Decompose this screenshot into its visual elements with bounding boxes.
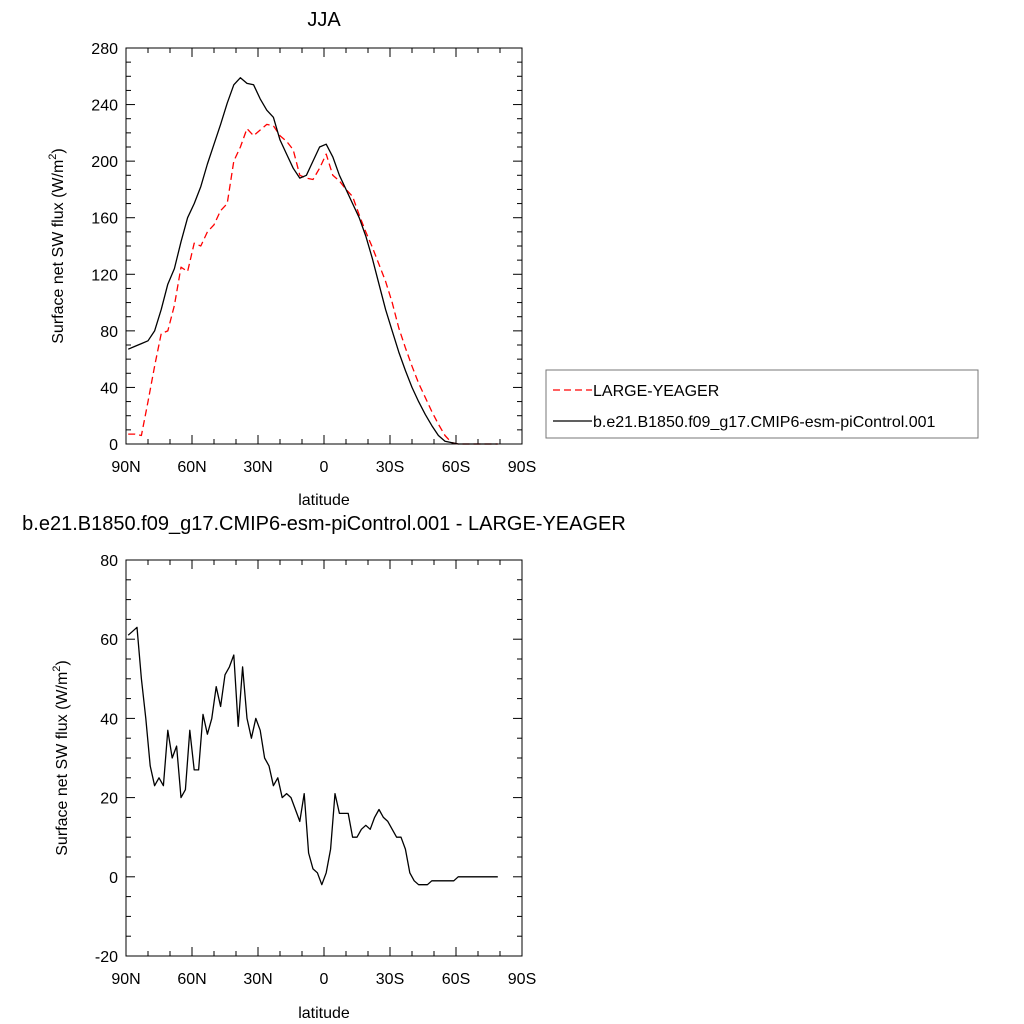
top-x-ticks: 90N 60N 30N 0 30S 60S 90S: [111, 48, 536, 476]
bottom-y-axis-label-sup: 2: [51, 666, 63, 672]
bottom-x-axis-label: latitude: [298, 1005, 350, 1022]
legend-box: [545, 369, 979, 439]
top-chart-title: JJA: [307, 9, 341, 31]
top-y-tick-label: 160: [91, 211, 118, 228]
top-x-tick-label: 30N: [243, 459, 272, 476]
bottom-y-tick-label: -20: [95, 949, 118, 966]
top-y-tick-label: 40: [100, 380, 118, 397]
top-y-tick-label: 80: [100, 324, 118, 341]
bottom-y-tick-label: 20: [100, 791, 118, 808]
bottom-x-ticks: 90N 60N 30N 0 30S 60S 90S: [111, 560, 536, 988]
bottom-series-line-0: [127, 626, 498, 886]
bottom-x-tick-label: 90N: [111, 971, 140, 988]
top-y-tick-label: 280: [91, 41, 118, 58]
bottom-x-tick-label: 30N: [243, 971, 272, 988]
bottom-x-tick-label: 90S: [508, 971, 536, 988]
bottom-x-tick-label: 30S: [376, 971, 404, 988]
top-y-tick-label: 240: [91, 98, 118, 115]
top-x-tick-label: 60S: [442, 459, 470, 476]
bottom-plot-frame: [125, 559, 523, 957]
top-series-line-1: [127, 77, 498, 445]
bottom-chart-title: b.e21.B1850.f09_g17.CMIP6-esm-piControl.…: [22, 513, 626, 535]
top-x-tick-label: 0: [320, 459, 329, 476]
bottom-y-tick-label: 40: [100, 711, 118, 728]
bottom-y-axis-label-end: ): [54, 660, 71, 665]
bottom-y-tick-label: 0: [109, 870, 118, 887]
legend-label-cmip6: b.e21.B1850.f09_g17.CMIP6-esm-piControl.…: [593, 414, 936, 431]
top-x-axis-label: latitude: [298, 492, 350, 509]
top-x-tick-label: 90N: [111, 459, 140, 476]
bottom-y-ticks: -20 0 20 40 60 80: [95, 553, 522, 966]
top-y-tick-label: 120: [91, 267, 118, 284]
bottom-series: [127, 626, 498, 886]
top-y-tick-label: 0: [109, 437, 118, 454]
bottom-x-tick-label: 60S: [442, 971, 470, 988]
bottom-y-tick-label: 60: [100, 632, 118, 649]
top-panel: JJA 0 40 80 120 160 200 240 280 90N 60N 30N 0 30S 60…: [47, 9, 536, 509]
top-y-tick-label: 200: [91, 154, 118, 171]
top-x-tick-label: 60N: [177, 459, 206, 476]
bottom-x-tick-label: 0: [320, 971, 329, 988]
top-series: [127, 77, 498, 445]
top-x-tick-label: 30S: [376, 459, 404, 476]
top-y-axis-label-main: Surface net SW flux (W/m: [50, 160, 67, 344]
top-y-axis-label-sup: 2: [47, 154, 59, 160]
top-series-line-0: [128, 123, 498, 445]
bottom-y-axis-label: Surface net SW flux (W/m2): [51, 660, 71, 856]
bottom-y-axis-label-main: Surface net SW flux (W/m: [54, 672, 71, 856]
bottom-panel: b.e21.B1850.f09_g17.CMIP6-esm-piControl.…: [22, 513, 626, 1022]
bottom-y-tick-label: 80: [100, 553, 118, 570]
bottom-x-tick-label: 60N: [177, 971, 206, 988]
legend-label-large-yeager: LARGE-YEAGER: [593, 383, 719, 400]
top-y-axis-label: Surface net SW flux (W/m2): [47, 148, 67, 344]
top-x-tick-label: 90S: [508, 459, 536, 476]
top-y-axis-label-end: ): [50, 148, 67, 153]
top-y-ticks: 0 40 80 120 160 200 240 280: [91, 41, 522, 454]
legend: LARGE-YEAGER b.e21.B1850.f09_g17.CMIP6-e…: [545, 369, 979, 439]
top-plot-frame: [125, 47, 523, 445]
